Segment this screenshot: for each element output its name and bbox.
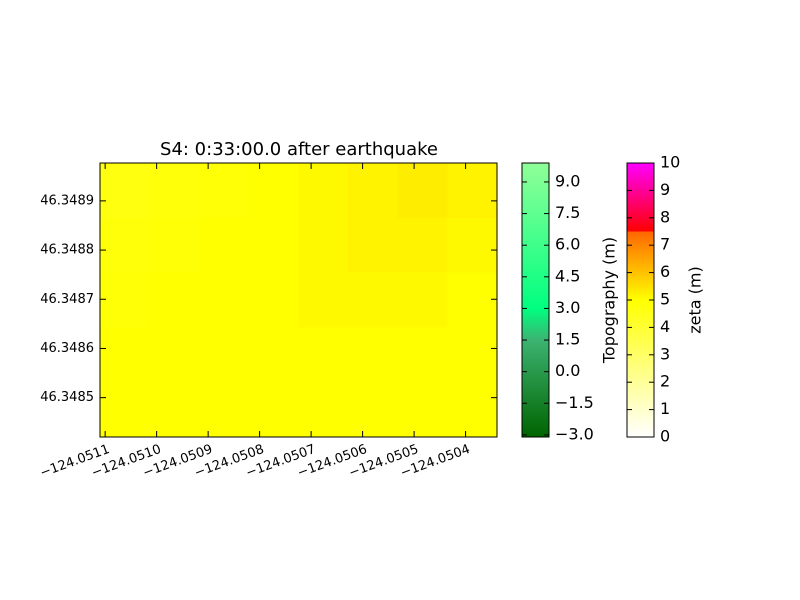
- colorbar: [521, 162, 550, 438]
- heatmap-cell: [248, 272, 299, 328]
- heatmap-cell: [248, 327, 299, 383]
- colorbar-tick-label: 0: [660, 427, 670, 446]
- colorbar-label: Topography (m): [600, 237, 619, 364]
- colorbar-tick-label: 6: [660, 262, 670, 281]
- heatmap-cell: [149, 272, 200, 328]
- heatmap-cell: [447, 382, 498, 438]
- heatmap-cell: [298, 382, 349, 438]
- heatmap-cell: [298, 327, 349, 383]
- heatmap-cell: [348, 272, 399, 328]
- colorbar-label: zeta (m): [686, 266, 705, 333]
- colorbar-tick-label: 3.0: [555, 298, 580, 317]
- colorbar-tick-label: 5: [660, 290, 670, 309]
- y-tick-label: 46.3485: [40, 390, 94, 405]
- colorbar-tick-label: 10: [660, 153, 680, 172]
- colorbar-tick-label: 3: [660, 344, 670, 363]
- heatmap-cell: [298, 272, 349, 328]
- heatmap-cell: [199, 217, 250, 274]
- colorbar-tick-label: 4.5: [555, 266, 580, 285]
- colorbar-tick-label: 6.0: [555, 235, 580, 254]
- heatmap-cell: [397, 382, 448, 438]
- colorbar-tick-label: 2: [660, 372, 670, 391]
- heatmap-cell: [447, 163, 498, 219]
- chart-title: S4: 0:33:00.0 after earthquake: [160, 139, 438, 160]
- heatmap-cell: [348, 382, 399, 438]
- heatmap-cell: [348, 327, 399, 383]
- y-tick-label: 46.3487: [40, 292, 94, 307]
- heatmap-cell: [298, 163, 349, 219]
- colorbar-tick-label: −3.0: [555, 424, 594, 443]
- heatmap-cell: [447, 272, 498, 328]
- colorbar-tick-label: 4: [660, 317, 670, 336]
- plot-frame: [99, 162, 498, 438]
- colorbar-tick-label: 7: [660, 235, 670, 254]
- colorbar-tick-label: 1.5: [555, 330, 580, 349]
- heatmap-cell: [100, 327, 151, 383]
- heatmap-cell: [248, 163, 299, 219]
- heatmap-cell: [298, 217, 349, 274]
- colorbar-tick-label: 7.5: [555, 203, 580, 222]
- heatmap-cell: [199, 163, 250, 219]
- colorbar-tick-label: −1.5: [555, 393, 594, 412]
- y-tick-label: 46.3486: [40, 341, 94, 356]
- heatmap-cell: [397, 327, 448, 383]
- heatmap-cell: [149, 163, 200, 219]
- colorbar-tick-label: 8: [660, 207, 670, 226]
- heatmap-cell: [397, 217, 448, 274]
- heatmap-cell: [447, 327, 498, 383]
- heatmap-cell: [149, 217, 200, 274]
- y-tick-label: 46.3488: [40, 243, 94, 258]
- colorbar-tick-label: 0.0: [555, 361, 580, 380]
- colorbar-tick-label: 1: [660, 399, 670, 418]
- colorbar-tick-label: 9: [660, 180, 670, 199]
- colorbar-tick-label: 9.0: [555, 171, 580, 190]
- heatmap-cell: [199, 327, 250, 383]
- heatmap-cell: [100, 272, 151, 328]
- heatmap-cell: [397, 163, 448, 219]
- heatmap-cell: [100, 217, 151, 274]
- heatmap-cell: [397, 272, 448, 328]
- heatmap-cell: [348, 217, 399, 274]
- heatmap-cell: [199, 272, 250, 328]
- heatmap-cell: [149, 382, 200, 438]
- heatmap-cell: [348, 163, 399, 219]
- heatmap-cell: [100, 163, 151, 219]
- heatmap-cell: [447, 217, 498, 274]
- heatmap-cell: [248, 217, 299, 274]
- y-tick-label: 46.3489: [40, 193, 94, 208]
- heatmap-cell: [248, 382, 299, 438]
- heatmap-cell: [199, 382, 250, 438]
- heatmap-cell: [149, 327, 200, 383]
- heatmap-cell: [100, 382, 151, 438]
